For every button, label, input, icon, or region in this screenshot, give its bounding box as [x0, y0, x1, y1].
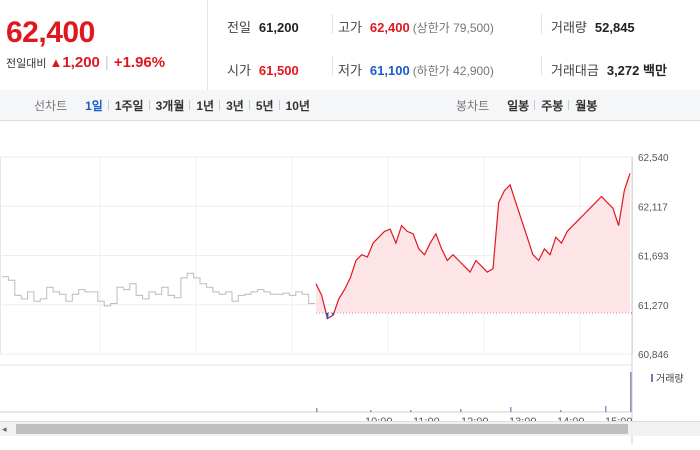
scroll-left-icon[interactable]: ◂	[2, 424, 7, 434]
up-arrow-icon: ▲	[49, 55, 63, 70]
stat-value: 61,200	[258, 20, 299, 35]
volume-bar	[510, 407, 512, 412]
change-percent: +1.96%	[113, 54, 166, 71]
upper-limit: (상한가 79,500)	[412, 21, 494, 35]
change-value: 1,200	[62, 54, 100, 71]
price-summary: 62,400 전일대비 ▲1,200 | +1.96%	[0, 0, 208, 90]
divider	[541, 14, 542, 34]
volume-bar	[316, 408, 318, 412]
stat-label: 시가	[227, 63, 251, 78]
stat-prev-close: 전일 61,200	[227, 17, 299, 36]
y-tick-label: 60,846	[638, 350, 669, 361]
candle-chart-tabs: 봉차트 일봉 주봉 월봉	[456, 90, 603, 120]
line-chart-label: 선차트	[34, 98, 68, 113]
stat-volume: 거래량 52,845	[551, 17, 635, 36]
stat-label: 고가	[338, 20, 362, 35]
stat-value: 3,272 백만	[606, 63, 667, 78]
stat-label: 거래량	[551, 20, 587, 35]
quote-stats: 전일 61,200 고가 62,400 (상한가 79,500) 거래량 52,845 …	[208, 0, 700, 90]
today-price-line	[315, 173, 631, 320]
volume-legend-label: 거래량	[656, 373, 684, 385]
period-tab[interactable]: 10년	[278, 97, 316, 114]
stat-label: 저가	[338, 63, 362, 78]
stat-high: 고가 62,400 (상한가 79,500)	[338, 17, 494, 36]
price-change: 전일대비 ▲1,200 | +1.96%	[6, 54, 165, 71]
stat-value: 61,500	[258, 63, 299, 78]
volume-bar	[410, 410, 412, 412]
period-tab[interactable]: 5년	[248, 97, 280, 114]
line-chart-tabs: 선차트 1일 1주일 3개월 1년 3년 5년 10년	[34, 90, 316, 120]
divider	[541, 56, 542, 76]
y-tick-label: 61,693	[638, 252, 669, 263]
candle-chart-label: 봉차트	[456, 98, 490, 113]
stat-label: 전일	[227, 20, 251, 35]
chart-scrollbar[interactable]: ◂	[0, 421, 700, 436]
y-tick-label: 62,117	[638, 202, 668, 213]
period-tab[interactable]: 1일	[85, 98, 103, 113]
stat-open: 시가 61,500	[227, 60, 299, 79]
period-tab[interactable]: 1년	[189, 97, 220, 114]
divider	[332, 14, 333, 34]
price-chart-svg: 62,54062,11761,69361,27060,846거래량10:0011…	[0, 153, 684, 444]
stat-value: 61,100	[369, 63, 410, 78]
stat-value: 52,845	[594, 20, 635, 35]
volume-bar	[370, 410, 372, 412]
candle-tab[interactable]: 주봉	[534, 97, 569, 114]
candle-tab[interactable]: 월봉	[568, 97, 603, 114]
period-tab[interactable]: 1주일	[107, 97, 150, 114]
volume-bar	[560, 410, 562, 412]
volume-bar	[605, 406, 607, 412]
divider: |	[104, 54, 109, 71]
intraday-chart: 62,54062,11761,69361,27060,846거래량10:0011…	[0, 120, 700, 450]
divider	[332, 56, 333, 76]
change-label: 전일대비	[6, 58, 47, 70]
stat-label: 거래대금	[551, 63, 599, 78]
current-price: 62,400	[6, 16, 95, 49]
volume-legend-swatch	[651, 374, 653, 382]
period-tab[interactable]: 3개월	[148, 97, 191, 114]
lower-limit: (하한가 42,900)	[412, 64, 494, 78]
candle-tab[interactable]: 일봉	[507, 98, 530, 113]
y-tick-label: 61,270	[638, 301, 669, 312]
stat-low: 저가 61,100 (하한가 42,900)	[338, 60, 494, 79]
price-area-fill	[316, 173, 630, 313]
stat-value: 62,400	[369, 20, 410, 35]
stat-turnover: 거래대금 3,272 백만	[551, 60, 667, 79]
quote-header: 62,400 전일대비 ▲1,200 | +1.96% 전일 61,200 고가 62,4…	[0, 0, 700, 91]
y-tick-label: 62,540	[638, 153, 669, 164]
scroll-thumb[interactable]	[16, 424, 628, 434]
previous-day-line	[2, 272, 315, 307]
volume-bar	[630, 372, 632, 412]
period-tab[interactable]: 3년	[219, 97, 250, 114]
volume-bar	[460, 409, 462, 412]
chart-period-tabs: 선차트 1일 1주일 3개월 1년 3년 5년 10년 봉차트 일봉 주봉 월봉	[0, 90, 700, 121]
